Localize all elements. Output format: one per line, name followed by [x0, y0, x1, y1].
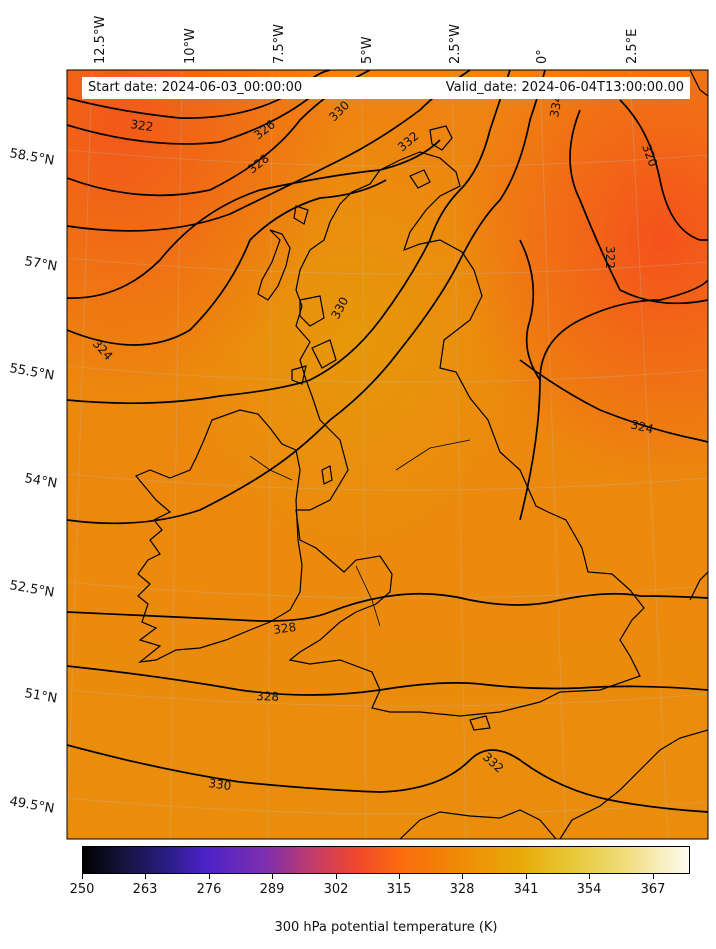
colorbar-tick: [336, 874, 337, 879]
map-frame: [66, 69, 709, 840]
lon-label: 7.5°W: [272, 24, 287, 64]
contour-label: 330: [208, 776, 233, 793]
contour-label: 324: [629, 417, 655, 436]
lon-label: 12.5°W: [93, 16, 108, 64]
lon-label: 2.5°E: [625, 29, 640, 64]
colorbar-tick-label: 302: [323, 882, 349, 897]
colorbar-tick: [272, 874, 273, 879]
contour-label: 328: [256, 689, 279, 704]
colorbar-tick-label: 367: [640, 882, 666, 897]
coastlines: [135, 70, 708, 839]
lat-label: 52.5°N: [8, 578, 55, 601]
colorbar-tick-label: 263: [132, 882, 158, 897]
colorbar-tick-label: 328: [449, 882, 475, 897]
colorbar-tick-label: 289: [259, 882, 285, 897]
colorbar-tick: [145, 874, 146, 879]
start-date: Start date: 2024-06-03_00:00:00: [88, 80, 303, 95]
britain-coast: [288, 151, 645, 717]
lat-label: 49.5°N: [8, 794, 55, 817]
colorbar-title: 300 hPa potential temperature (K): [274, 920, 498, 935]
colorbar-tick: [209, 874, 210, 879]
contour-label: 322: [130, 117, 155, 134]
lon-label: 5°W: [360, 36, 375, 64]
lat-label: 57°N: [23, 254, 58, 274]
france-coast: [559, 729, 708, 839]
colorbar: [82, 846, 690, 874]
lat-label: 51°N: [23, 686, 58, 706]
ireland-coast: [135, 409, 303, 663]
latitude-labels: 58.5°N 57°N 55.5°N 54°N 52.5°N 51°N 49.5…: [8, 146, 58, 817]
colorbar-tick: [589, 874, 590, 879]
date-info-bar: Start date: 2024-06-03_00:00:00 Valid_da…: [82, 77, 690, 99]
contour-label: 328: [272, 620, 297, 637]
colorbar-tick: [399, 874, 400, 879]
contour-label: 334: [547, 94, 565, 119]
colorbar-tick-label: 250: [69, 882, 95, 897]
lat-label: 55.5°N: [8, 361, 55, 384]
colorbar-tick-label: 276: [196, 882, 222, 897]
colorbar-tick: [462, 874, 463, 879]
longitude-labels: 12.5°W 10°W 7.5°W 5°W 2.5°W 0° 2.5°E: [93, 16, 640, 64]
lat-label: 54°N: [23, 471, 58, 491]
temperature-field: [67, 70, 708, 839]
colorbar-tick: [653, 874, 654, 879]
colorbar-tick-label: 341: [513, 882, 539, 897]
colorbar-tick: [526, 874, 527, 879]
lat-label: 58.5°N: [8, 146, 55, 169]
valid-date: Valid_date: 2024-06-04T13:00:00.00: [445, 80, 684, 95]
colorbar-tick-label: 315: [386, 882, 412, 897]
lon-label: 2.5°W: [448, 24, 463, 64]
lon-label: 10°W: [183, 28, 198, 64]
colorbar-tick-label: 354: [576, 882, 602, 897]
graticule: [67, 70, 708, 839]
colorbar-tick: [82, 874, 83, 879]
lon-label: 0°: [535, 49, 550, 64]
contour-label: 322: [603, 246, 617, 269]
